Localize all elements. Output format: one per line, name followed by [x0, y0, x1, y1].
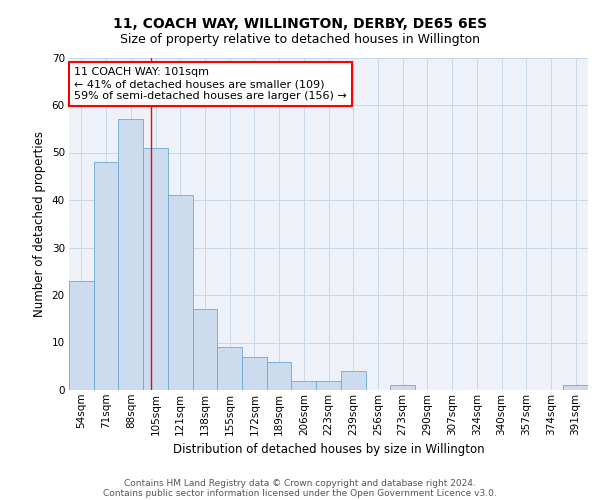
Bar	[94, 162, 118, 390]
Y-axis label: Number of detached properties: Number of detached properties	[33, 130, 46, 317]
Bar	[193, 309, 217, 390]
X-axis label: Distribution of detached houses by size in Willington: Distribution of detached houses by size …	[173, 443, 484, 456]
Text: Contains public sector information licensed under the Open Government Licence v3: Contains public sector information licen…	[103, 488, 497, 498]
Text: 11, COACH WAY, WILLINGTON, DERBY, DE65 6ES: 11, COACH WAY, WILLINGTON, DERBY, DE65 6…	[113, 18, 487, 32]
Bar	[316, 380, 341, 390]
Bar	[118, 119, 143, 390]
Text: Size of property relative to detached houses in Willington: Size of property relative to detached ho…	[120, 32, 480, 46]
Text: 11 COACH WAY: 101sqm
← 41% of detached houses are smaller (109)
59% of semi-deta: 11 COACH WAY: 101sqm ← 41% of detached h…	[74, 68, 347, 100]
Bar	[217, 347, 242, 390]
Bar	[292, 380, 316, 390]
Bar	[143, 148, 168, 390]
Bar	[267, 362, 292, 390]
Bar	[242, 357, 267, 390]
Text: Contains HM Land Registry data © Crown copyright and database right 2024.: Contains HM Land Registry data © Crown c…	[124, 478, 476, 488]
Bar	[69, 281, 94, 390]
Bar	[390, 385, 415, 390]
Bar	[563, 385, 588, 390]
Bar	[168, 195, 193, 390]
Bar	[341, 371, 365, 390]
